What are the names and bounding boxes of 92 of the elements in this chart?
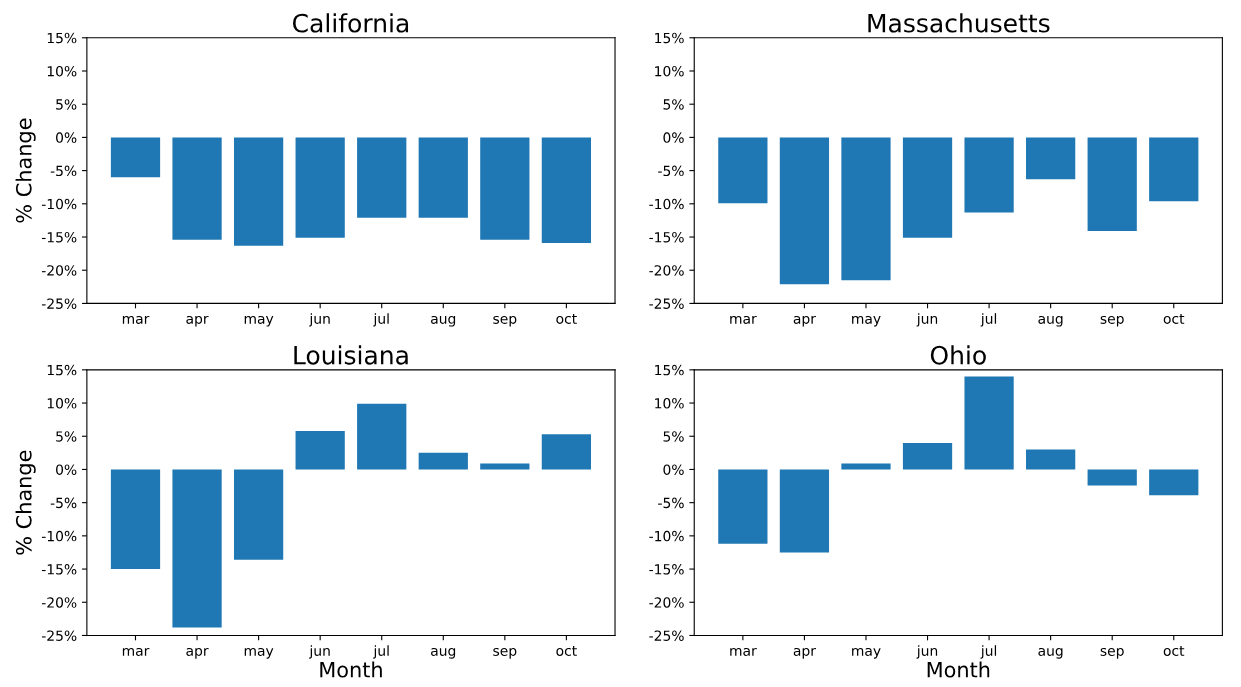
x-tick-label: sep <box>1100 647 1124 659</box>
y-tick-label: -20% <box>41 597 77 608</box>
bar <box>172 469 222 628</box>
x-tick-label: jun <box>309 313 330 327</box>
x-tick-label: aug <box>431 315 456 327</box>
bar <box>1149 469 1199 496</box>
bar <box>964 376 1014 470</box>
bar <box>110 469 161 570</box>
bar <box>718 469 768 544</box>
y-tick-label: -20% <box>41 265 77 276</box>
y-tick-label: 5% <box>663 431 684 442</box>
chart-title: Massachusetts <box>868 13 1050 33</box>
y-tick-label: 15% <box>47 32 77 44</box>
bar <box>418 452 468 470</box>
y-tick-label: -15% <box>41 231 77 243</box>
y-tick-label: 0% <box>56 464 77 475</box>
y-tick-label: 10% <box>655 65 684 77</box>
x-tick-label: jun <box>309 645 330 659</box>
y-tick-label: -10% <box>41 530 77 542</box>
chart-title: Ohio <box>930 345 986 365</box>
x-tick-label: apr <box>186 647 209 659</box>
bar <box>841 463 891 470</box>
bar <box>480 463 530 470</box>
x-tick-label: mar <box>730 315 757 324</box>
x-tick-label: sep <box>493 647 517 659</box>
x-tick-label: oct <box>1163 646 1185 656</box>
y-tick-label: -25% <box>649 630 684 641</box>
y-tick-label: -15% <box>41 564 77 575</box>
x-axis-title: Month <box>927 661 990 678</box>
x-tick-label: apr <box>793 315 816 327</box>
y-tick-label: -5% <box>50 165 77 177</box>
x-tick-label: mar <box>122 315 150 324</box>
x-tick-label: oct <box>556 313 577 324</box>
x-tick-label: may <box>852 647 881 659</box>
y-axis-title: % Change <box>15 450 36 555</box>
x-axis-title: Month <box>320 661 382 678</box>
y-tick-label: -25% <box>41 630 77 641</box>
bar <box>233 469 284 560</box>
y-tick-label: -15% <box>649 564 684 575</box>
bar <box>779 469 830 553</box>
x-tick-label: oct <box>1163 313 1185 324</box>
x-tick-label: jul <box>373 645 389 659</box>
x-tick-label: aug <box>431 647 456 659</box>
y-tick-label: 10% <box>47 398 77 409</box>
y-tick-label: -20% <box>649 265 684 276</box>
y-tick-label: -5% <box>658 497 684 509</box>
y-tick-label: -20% <box>649 597 684 608</box>
x-tick-label: may <box>852 315 881 327</box>
x-tick-label: jul <box>980 313 997 327</box>
chart-title: Louisiana <box>294 345 408 365</box>
x-tick-label: aug <box>1038 647 1063 659</box>
y-tick-label: -15% <box>649 231 684 243</box>
x-tick-label: sep <box>1100 315 1124 327</box>
x-tick-label: apr <box>793 647 816 659</box>
y-tick-label: 10% <box>655 398 684 409</box>
y-tick-label: 15% <box>47 364 77 376</box>
y-tick-label: -10% <box>649 530 684 542</box>
y-tick-label: -10% <box>649 198 684 210</box>
y-tick-label: 5% <box>56 431 77 442</box>
x-tick-label: mar <box>730 647 757 656</box>
x-tick-label: may <box>244 647 274 659</box>
x-tick-label: may <box>244 315 274 327</box>
y-tick-label: -10% <box>41 198 77 210</box>
x-tick-label: mar <box>122 647 150 656</box>
y-tick-label: 5% <box>56 99 77 110</box>
x-tick-label: jun <box>916 645 938 659</box>
bar <box>1026 449 1076 470</box>
y-tick-label: -25% <box>41 298 77 309</box>
bar <box>902 442 953 470</box>
bar <box>295 430 345 470</box>
x-tick-label: oct <box>556 646 577 656</box>
y-tick-label: -5% <box>658 165 684 177</box>
x-tick-label: jul <box>373 313 389 327</box>
x-tick-label: sep <box>493 315 517 327</box>
bar <box>357 403 407 470</box>
y-tick-label: 15% <box>655 364 684 376</box>
y-tick-label: -25% <box>649 298 684 309</box>
bar <box>1087 469 1137 486</box>
y-axis-title: % Change <box>15 118 36 223</box>
y-tick-label: 0% <box>663 464 684 475</box>
y-tick-label: 15% <box>655 32 684 44</box>
y-tick-label: 0% <box>56 132 77 143</box>
y-tick-label: -5% <box>50 497 77 509</box>
y-tick-label: 10% <box>47 65 77 77</box>
chart-title: California <box>292 13 409 33</box>
x-tick-label: jul <box>980 645 997 659</box>
y-tick-label: 5% <box>663 99 684 110</box>
x-tick-label: jun <box>916 313 938 327</box>
bar <box>541 434 592 470</box>
x-tick-label: apr <box>186 315 209 327</box>
y-tick-label: 0% <box>663 132 684 143</box>
x-tick-label: aug <box>1038 315 1063 327</box>
